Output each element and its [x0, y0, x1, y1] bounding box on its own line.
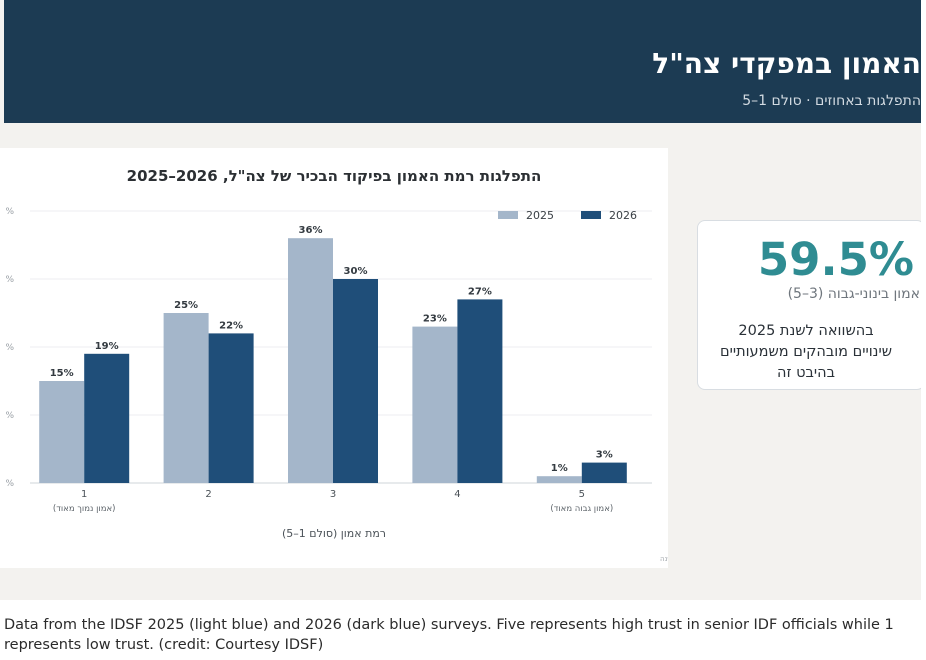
x-tick-sublabel: (אמון גבוה מאוד): [550, 504, 613, 514]
bar-2025-2: [163, 313, 209, 483]
bar-2026-2: [208, 333, 254, 483]
stat-line: בהיבט זה: [777, 365, 835, 381]
bar-2025-5: [536, 476, 582, 483]
bar-2026-4: [457, 299, 503, 483]
y-tick-label: %: [5, 479, 14, 489]
value-labels: 15% 19% 25% 22% 36% 30% 23% 27% 1% 3%: [50, 225, 613, 474]
x-tick-label: 2: [205, 489, 211, 500]
stat-card: 59.5% אמון בינוני-גבוה (3–5) בהשוואה לשנ…: [697, 220, 921, 390]
y-tick-label: %: [5, 275, 14, 285]
legend-swatch-2025: [498, 211, 518, 219]
slide-header: האמון במפקדי צה"ל התפלגות באחוזים · סולם…: [4, 0, 921, 123]
legend-swatch-2026: [581, 211, 601, 219]
bar-2025-3: [288, 238, 333, 483]
bar-2025-4: [412, 326, 458, 483]
trust-bar-chart: התפלגות רמת האמון בפיקוד הבכיר של צה"ל, …: [5, 167, 750, 563]
x-tick-label: 4: [454, 489, 460, 500]
bar-2026-3: [333, 279, 378, 483]
slide-title: האמון במפקדי צה"ל: [652, 47, 921, 80]
stat-value: 59.5%: [757, 233, 914, 286]
value-label: 25%: [174, 300, 198, 311]
slide-subtitle: התפלגות באחוזים · סולם 1–5: [742, 93, 921, 109]
y-tick-label: %: [5, 207, 14, 217]
x-axis-ticks: 1 (אמון נמוך מאוד) 2 3 4 5 (אמון גבוה מאוד): [53, 489, 613, 514]
stat-description: בהשוואה לשנת 2025 שינויים מובהקים משמעות…: [696, 321, 916, 384]
value-label: 27%: [468, 286, 492, 297]
y-tick-label: %: [5, 411, 14, 421]
stat-line: בהשוואה לשנת 2025: [738, 323, 874, 339]
chart-title: התפלגות רמת האמון בפיקוד הבכיר של צה"ל, …: [127, 167, 542, 185]
image-caption: Data from the IDSF 2025 (light blue) and…: [4, 617, 894, 653]
stat-line: שינויים מובהקים משמעותיים: [719, 344, 893, 360]
value-label: 22%: [219, 320, 243, 331]
chart-source-note: מקור: נתוני הסקר, N לפי שנה: [660, 555, 668, 563]
x-tick-sublabel: (אמון נמוך מאוד): [53, 504, 116, 514]
bar-2026-1: [84, 353, 130, 483]
value-label: 36%: [299, 225, 323, 236]
chart-legend: 2025 2026: [498, 209, 637, 222]
bar-2026-5: [581, 462, 627, 483]
x-tick-label: 3: [330, 489, 336, 500]
bar-2025-1: [39, 381, 85, 483]
x-tick-label: 1: [81, 489, 87, 500]
x-tick-label: 5: [579, 489, 585, 500]
y-tick-label: %: [5, 343, 14, 353]
value-label: 19%: [95, 341, 119, 352]
y-axis-ticks: %%%%%: [5, 207, 14, 489]
value-label: 1%: [551, 463, 568, 474]
legend-label-2025: 2025: [526, 209, 554, 222]
value-label: 15%: [50, 368, 74, 379]
legend-label-2026: 2026: [609, 209, 637, 222]
stat-label: אמון בינוני-גבוה (3–5): [787, 286, 920, 302]
chart-card: התפלגות רמת האמון בפיקוד הבכיר של צה"ל, …: [0, 148, 751, 568]
value-label: 23%: [423, 314, 447, 325]
chart-bars: [39, 238, 627, 483]
slide: האמון במפקדי צה"ל התפלגות באחוזים · סולם…: [0, 0, 921, 600]
value-label: 30%: [344, 266, 368, 277]
x-axis-title: רמת אמון (סולם 1–5): [282, 527, 386, 540]
value-label: 3%: [596, 450, 613, 461]
